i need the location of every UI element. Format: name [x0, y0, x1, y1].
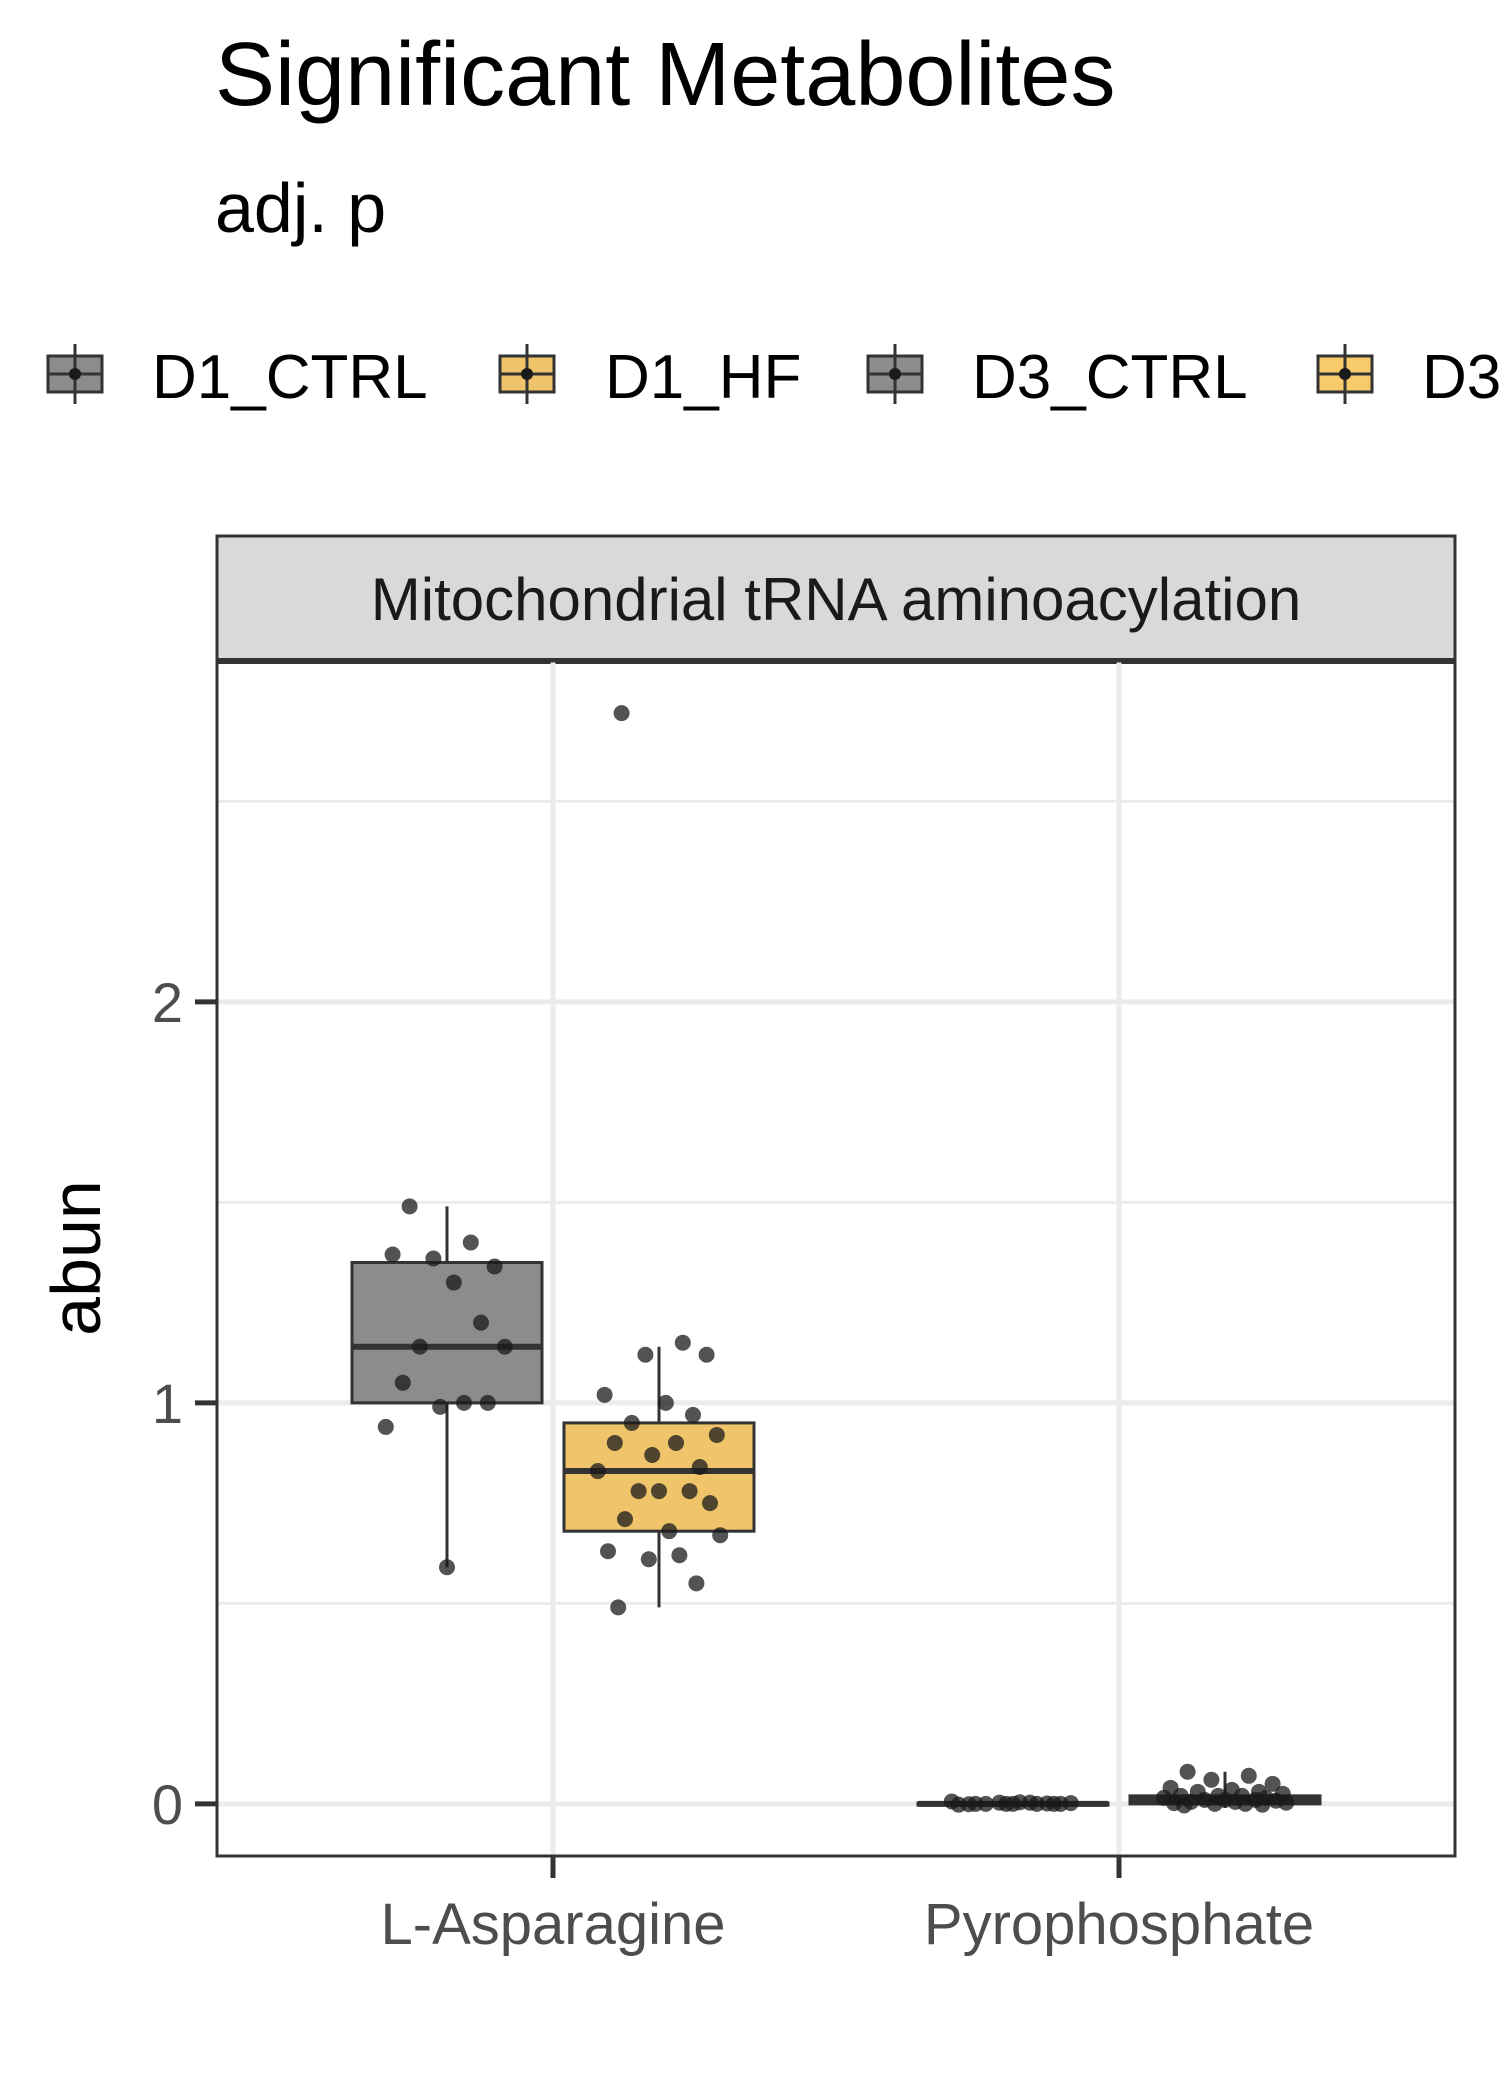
- point-d1-ctrl: [384, 1246, 401, 1263]
- legend-key-d3: [1316, 344, 1374, 404]
- point-d1-ctrl: [432, 1398, 449, 1415]
- point-d3: [1254, 1796, 1271, 1813]
- point-d1-hf: [688, 1575, 705, 1592]
- y-tick-label: 1: [152, 1372, 183, 1435]
- point-d1-hf: [613, 705, 630, 722]
- point-d1-hf: [661, 1523, 678, 1540]
- y-axis: 0 1 2: [152, 971, 217, 1836]
- box-d1-hf: [562, 1421, 756, 1533]
- point-d3-ctrl: [960, 1796, 977, 1813]
- legend-key-d1-ctrl: [46, 344, 104, 404]
- point-d1-hf: [681, 1483, 698, 1500]
- point-d1-hf: [657, 1394, 674, 1411]
- y-axis-title: abun: [37, 1180, 115, 1336]
- point-d1-ctrl: [394, 1374, 411, 1391]
- point-d1-hf: [702, 1495, 718, 1512]
- facet-strip: [215, 534, 1457, 663]
- point-d1-hf: [644, 1446, 661, 1463]
- legend-label-d1-ctrl: D1_CTRL: [152, 343, 428, 412]
- point-d1-ctrl: [486, 1258, 503, 1275]
- point-d1-hf: [708, 1426, 725, 1443]
- point-d1-hf: [630, 1483, 647, 1500]
- chart-title: Significant Metabolites: [215, 25, 1115, 125]
- point-d1-hf: [589, 1463, 606, 1480]
- point-d3: [1203, 1771, 1220, 1788]
- y-tick-label: 2: [152, 971, 183, 1034]
- point-d1-ctrl: [462, 1234, 479, 1251]
- point-d1-hf: [691, 1459, 708, 1476]
- point-d3-ctrl: [977, 1795, 994, 1812]
- legend-label-d3: D3: [1422, 343, 1500, 412]
- point-d1-hf: [640, 1551, 657, 1568]
- x-tick-label: L-Asparagine: [381, 1892, 726, 1957]
- point-d3-ctrl: [1062, 1795, 1079, 1812]
- boxplots: [350, 1206, 1322, 1808]
- point-d1-hf: [668, 1434, 684, 1451]
- point-d3: [1206, 1795, 1223, 1812]
- point-d1-ctrl: [377, 1418, 394, 1435]
- point-d1-hf: [600, 1543, 616, 1560]
- point-d3: [1278, 1794, 1295, 1811]
- point-d1-hf: [617, 1511, 633, 1528]
- gridlines: [217, 661, 1455, 1856]
- x-axis: L-Asparagine Pyrophosphate: [381, 1856, 1314, 1957]
- point-d3: [1176, 1797, 1193, 1814]
- point-d3: [1240, 1767, 1257, 1784]
- point-d1-ctrl: [439, 1559, 455, 1576]
- y-tick-label: 0: [152, 1773, 183, 1836]
- legend-label-d1-hf: D1_HF: [605, 343, 801, 412]
- point-d1-ctrl: [425, 1250, 442, 1267]
- point-d1-hf: [623, 1414, 640, 1431]
- point-d3-ctrl: [1022, 1794, 1038, 1811]
- data-points: [377, 705, 1295, 1814]
- point-d3-ctrl: [943, 1793, 960, 1810]
- chart-subtitle: adj. p: [215, 169, 386, 247]
- point-d1-hf: [671, 1547, 688, 1564]
- point-d1-hf: [606, 1434, 623, 1451]
- point-d3-ctrl: [1005, 1795, 1021, 1812]
- x-tick-label: Pyrophosphate: [924, 1892, 1314, 1957]
- point-d1-ctrl: [473, 1314, 489, 1331]
- legend-label-d3-ctrl: D3_CTRL: [972, 343, 1248, 412]
- point-d1-ctrl: [445, 1274, 462, 1291]
- panel-border: [215, 659, 1457, 1858]
- point-d1-hf: [610, 1599, 627, 1616]
- legend-key-d3-ctrl: [866, 344, 924, 404]
- point-d1-ctrl: [496, 1338, 513, 1355]
- point-d1-hf: [637, 1346, 654, 1363]
- point-d1-hf: [651, 1483, 667, 1500]
- point-d3: [1264, 1775, 1281, 1792]
- point-d1-hf: [698, 1346, 715, 1363]
- point-d1-ctrl: [411, 1338, 428, 1355]
- point-d3: [1237, 1795, 1254, 1812]
- point-d1-hf: [596, 1386, 613, 1403]
- point-d1-hf: [674, 1334, 691, 1351]
- facet-label: Mitochondrial tRNA aminoacylation: [371, 566, 1301, 633]
- legend: D1_CTRL D1_HF D3_CTRL D3: [46, 343, 1500, 412]
- point-d1-ctrl: [479, 1394, 496, 1411]
- point-d3-ctrl: [1045, 1795, 1062, 1812]
- point-d1-ctrl: [401, 1198, 418, 1215]
- point-d1-hf: [685, 1406, 701, 1423]
- point-d3: [1179, 1763, 1196, 1780]
- point-d1-ctrl: [456, 1394, 472, 1411]
- legend-key-d1-hf: [498, 344, 556, 404]
- point-d1-hf: [712, 1527, 729, 1544]
